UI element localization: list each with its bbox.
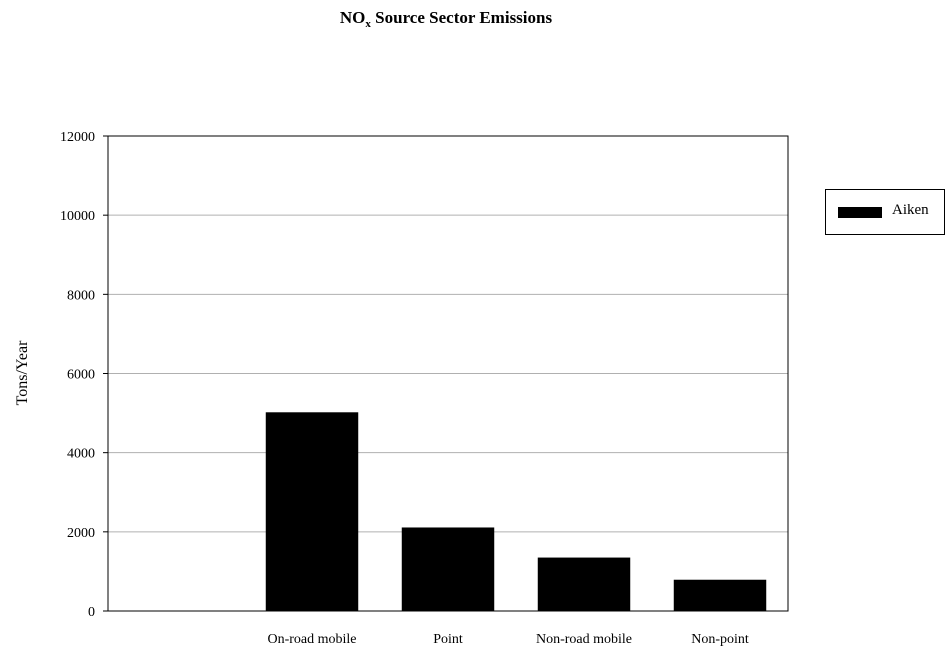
bar-non-road-mobile <box>537 557 631 611</box>
legend-label: Aiken <box>892 202 929 218</box>
legend-swatch <box>838 207 882 218</box>
x-axis-ticks: On-road mobile Point Non-road mobile Non-po… <box>267 632 748 647</box>
x-tick-label: Non-point <box>691 632 749 647</box>
legend: Aiken <box>825 189 945 235</box>
gridlines <box>108 214 788 533</box>
y-tick-label: 10000 <box>60 209 95 224</box>
x-tick-label: Non-road mobile <box>536 632 632 647</box>
y-tick-label: 4000 <box>67 447 95 462</box>
x-tick-label: Point <box>433 632 463 647</box>
chart-title: NOx Source Sector Emissions <box>0 8 892 30</box>
title-rest: Source Sector Emissions <box>370 8 553 27</box>
y-tick-label: 8000 <box>67 288 95 303</box>
y-axis-ticks: 0 2000 4000 6000 8000 10000 12000 <box>60 130 108 620</box>
y-tick-label: 12000 <box>60 130 95 145</box>
y-axis-title: Tons/Year <box>14 340 31 405</box>
bar-on-road-mobile <box>265 412 359 611</box>
y-tick-label: 6000 <box>67 368 95 383</box>
title-main: NO <box>339 8 366 27</box>
y-tick-label: 0 <box>88 605 95 620</box>
bar-non-point <box>673 579 767 611</box>
x-tick-label: On-road mobile <box>267 632 356 647</box>
bars <box>265 412 767 611</box>
y-tick-label: 2000 <box>67 526 95 541</box>
bar-point <box>401 527 495 611</box>
title-subscript: x <box>365 18 371 30</box>
